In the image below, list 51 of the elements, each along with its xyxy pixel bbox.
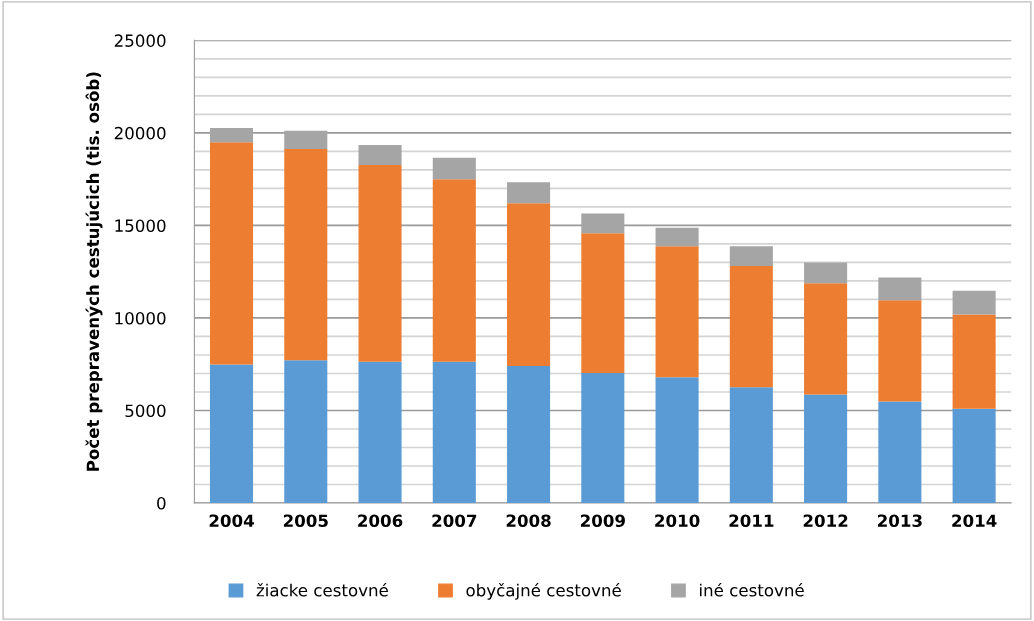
x-tick-label: 2014 (952, 514, 997, 528)
x-tick-label: 2010 (655, 514, 700, 528)
y-tick-label: 25000 (114, 34, 166, 47)
bar (952, 314, 996, 409)
bar (804, 262, 848, 284)
bar (358, 361, 402, 504)
bar (878, 401, 922, 504)
bar (729, 387, 773, 504)
bar (729, 265, 773, 388)
bar (804, 283, 848, 395)
x-tick-label: 2012 (803, 514, 848, 528)
bar (432, 361, 476, 504)
bar (729, 246, 773, 266)
x-tick-label: 2009 (580, 514, 625, 528)
bar (209, 142, 254, 365)
bar (655, 246, 699, 378)
bar (284, 148, 328, 361)
bar (358, 145, 402, 166)
bar (878, 277, 922, 301)
y-tick-label: 10000 (115, 311, 166, 325)
x-tick-label: 2005 (283, 514, 328, 528)
x-tick-label: 2006 (358, 514, 403, 528)
bar (507, 203, 551, 367)
legend-label: obyčajné cestovné (466, 582, 621, 600)
bar (432, 157, 476, 180)
x-tick-label: 2011 (729, 514, 774, 528)
y-tick-label: 5000 (125, 404, 166, 418)
legend-label: žiacke cestovné (256, 582, 388, 597)
x-tick-label: 2004 (209, 514, 254, 528)
bar (432, 179, 476, 362)
legend-label: iné cestovné (700, 582, 804, 597)
bar (655, 227, 699, 247)
y-tick-label: 20000 (114, 126, 166, 140)
x-tick-label: 2008 (506, 514, 551, 528)
bar (581, 233, 625, 374)
bar (952, 408, 996, 504)
bar (655, 377, 699, 504)
bar (581, 373, 625, 504)
bar (284, 360, 328, 504)
y-axis-title: Počet prepravených cestujúcich (tis. osôb) (85, 72, 103, 471)
bar (507, 182, 551, 204)
y-tick-label: 15000 (115, 219, 166, 232)
bar (804, 394, 848, 504)
bar (358, 165, 402, 362)
bar (952, 290, 996, 315)
bar (878, 300, 922, 402)
bar (209, 364, 254, 504)
x-tick-label: 2013 (877, 514, 922, 528)
bar (507, 366, 551, 504)
x-tick-label: 2007 (432, 514, 477, 528)
y-tick-label: 0 (157, 496, 166, 510)
